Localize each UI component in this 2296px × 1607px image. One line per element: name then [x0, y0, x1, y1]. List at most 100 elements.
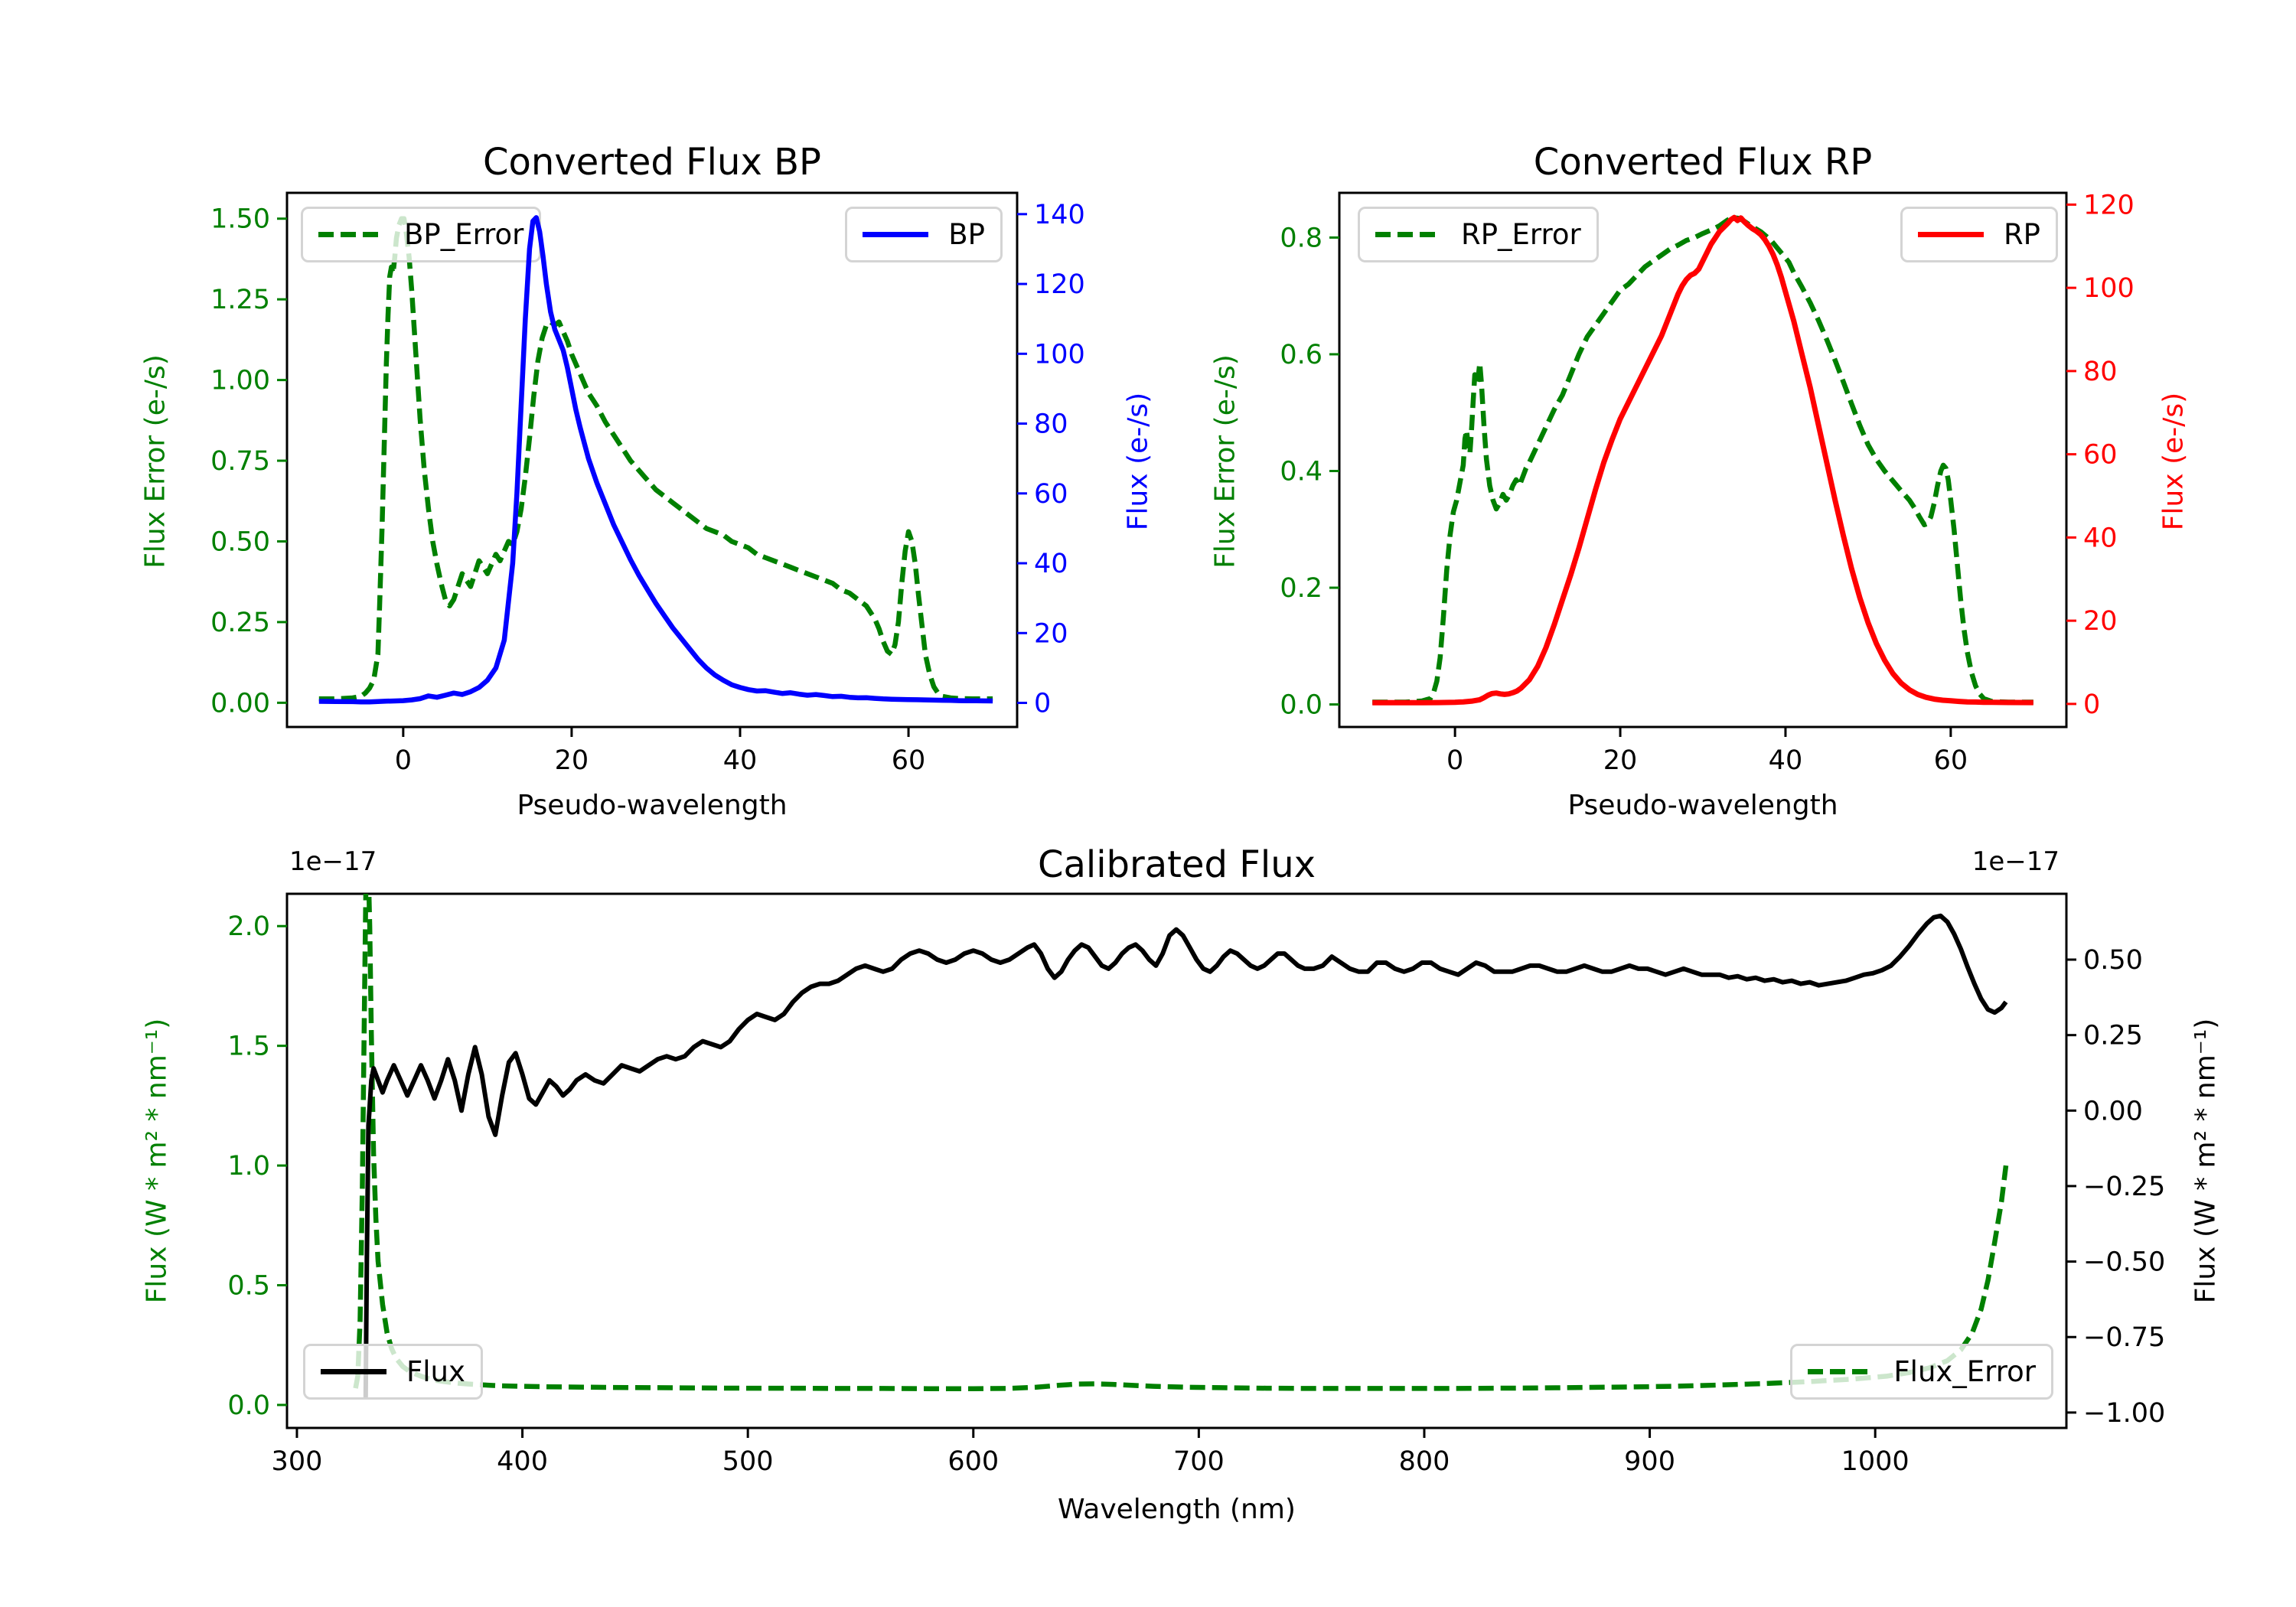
flux-error-legend: Flux_Error	[1790, 1344, 2053, 1400]
svg-text:40: 40	[1034, 549, 1068, 579]
svg-text:80: 80	[2083, 357, 2118, 387]
rp-axes-frame	[1338, 191, 2068, 729]
bp-curve	[318, 215, 993, 705]
cal-xaxis-ticks: 300 400 500 600 700 800 900 1000	[272, 1428, 1910, 1477]
svg-text:1.5: 1.5	[227, 1032, 270, 1062]
bp-chart-title: Converted Flux BP	[483, 141, 821, 184]
svg-text:800: 800	[1399, 1446, 1450, 1477]
svg-text:300: 300	[272, 1446, 323, 1477]
svg-text:0.25: 0.25	[210, 608, 270, 638]
svg-text:0.0: 0.0	[1280, 690, 1322, 721]
rp-legend-label: RP	[2003, 218, 2040, 251]
bp-axes-frame	[285, 191, 1019, 729]
rp-error-curve	[1372, 215, 2033, 705]
svg-text:0.25: 0.25	[2083, 1021, 2143, 1051]
svg-text:0.00: 0.00	[210, 688, 270, 719]
calibrated-right-axis-offset-text: 1e−17	[1971, 846, 2060, 877]
svg-text:40: 40	[723, 745, 758, 776]
svg-text:1.25: 1.25	[210, 285, 270, 315]
svg-text:0.5: 0.5	[227, 1271, 270, 1302]
bp-xaxis-label: Pseudo-wavelength	[517, 790, 788, 821]
flux-error-curve	[353, 894, 2009, 1391]
bp-legend: BP	[845, 207, 1003, 262]
svg-text:20: 20	[2083, 606, 2118, 637]
svg-text:20: 20	[555, 745, 589, 776]
svg-text:2.0: 2.0	[227, 911, 270, 942]
cal-yaxis-right-ticks: 0.50 0.25 0.00 −0.25 −0.50 −0.75 −1.00	[2066, 945, 2165, 1429]
svg-text:0.8: 0.8	[1280, 223, 1322, 253]
svg-text:0.4: 0.4	[1280, 456, 1322, 487]
svg-text:900: 900	[1624, 1446, 1675, 1477]
bp-error-legend: BP_Error	[301, 207, 542, 262]
svg-text:1.00: 1.00	[210, 366, 270, 396]
svg-text:500: 500	[722, 1446, 774, 1477]
svg-text:100: 100	[1034, 339, 1085, 370]
cal-yaxis-left-ticks: 0.0 0.5 1.0 1.5 2.0	[227, 911, 287, 1421]
rp-yaxis-left-ticks: 0.0 0.2 0.4 0.6 0.8	[1280, 223, 1339, 721]
bp-error-curve	[318, 216, 993, 702]
svg-text:40: 40	[1769, 745, 1803, 776]
svg-text:20: 20	[1034, 618, 1068, 649]
svg-text:1.50: 1.50	[210, 204, 270, 235]
bp-legend-label: BP	[948, 218, 985, 251]
svg-text:0: 0	[395, 745, 412, 776]
rp-legend-line-icon	[1917, 232, 1984, 237]
calibrated-yaxis-right-label: Flux (W * m² * nm⁻¹)	[2190, 1018, 2222, 1304]
svg-text:0.50: 0.50	[210, 526, 270, 557]
svg-text:0.0: 0.0	[227, 1390, 270, 1421]
rp-legend: RP	[1900, 207, 2058, 262]
svg-text:0.75: 0.75	[210, 446, 270, 477]
svg-text:1000: 1000	[1841, 1446, 1910, 1477]
bp-yaxis-left-label: Flux Error (e-/s)	[139, 354, 171, 569]
svg-text:60: 60	[1934, 745, 1968, 776]
rp-yaxis-right-ticks: 0 20 40 60 80 100 120	[2066, 190, 2135, 720]
flux-legend: Flux	[303, 1344, 483, 1400]
flux-legend-label: Flux	[406, 1355, 465, 1388]
calibrated-xaxis-label: Wavelength (nm)	[1058, 1494, 1296, 1525]
svg-text:140: 140	[1034, 200, 1085, 230]
svg-text:600: 600	[947, 1446, 999, 1477]
svg-text:−1.00: −1.00	[2083, 1398, 2165, 1429]
svg-text:0.50: 0.50	[2083, 945, 2143, 976]
svg-text:20: 20	[1603, 745, 1638, 776]
svg-text:0.6: 0.6	[1280, 340, 1322, 370]
svg-text:1.0: 1.0	[227, 1151, 270, 1182]
svg-text:120: 120	[2083, 190, 2135, 220]
svg-text:700: 700	[1173, 1446, 1225, 1477]
svg-text:0: 0	[2083, 689, 2100, 720]
svg-text:60: 60	[2083, 440, 2118, 471]
svg-text:0.2: 0.2	[1280, 573, 1322, 604]
bp-xaxis-ticks: 0 20 40 60	[395, 727, 926, 776]
svg-text:0: 0	[1034, 689, 1051, 719]
svg-text:−0.75: −0.75	[2083, 1322, 2165, 1353]
svg-text:0: 0	[1446, 745, 1463, 776]
rp-chart-title: Converted Flux RP	[1533, 141, 1873, 184]
bp-legend-line-icon	[863, 232, 929, 237]
svg-text:400: 400	[497, 1446, 548, 1477]
svg-text:60: 60	[892, 745, 926, 776]
flux-legend-line-icon	[321, 1369, 386, 1374]
rp-error-legend: RP_Error	[1358, 207, 1599, 262]
svg-text:0.00: 0.00	[2083, 1096, 2143, 1126]
svg-text:−0.25: −0.25	[2083, 1172, 2165, 1202]
calibrated-yaxis-left-label: Flux (W * m² * nm⁻¹)	[141, 1018, 173, 1304]
rp-xaxis-ticks: 0 20 40 60	[1446, 727, 1968, 776]
bp-yaxis-left-ticks: 0.00 0.25 0.50 0.75 1.00 1.25 1.50	[210, 204, 287, 719]
svg-text:60: 60	[1034, 479, 1068, 510]
flux-curve	[363, 913, 2008, 1398]
rp-curve	[1372, 214, 2033, 706]
rp-error-legend-line-icon	[1375, 232, 1441, 237]
bp-error-legend-line-icon	[318, 232, 384, 237]
bp-error-legend-label: BP_Error	[404, 218, 524, 251]
calibrated-chart-title: Calibrated Flux	[1037, 843, 1316, 886]
flux-error-legend-line-icon	[1808, 1369, 1874, 1374]
svg-text:120: 120	[1034, 269, 1085, 300]
rp-xaxis-label: Pseudo-wavelength	[1567, 790, 1838, 821]
svg-text:−0.50: −0.50	[2083, 1247, 2165, 1278]
bp-yaxis-right-ticks: 0 20 40 60 80 100 120 140	[1017, 200, 1085, 719]
svg-text:100: 100	[2083, 273, 2135, 304]
rp-yaxis-right-label: Flux (e-/s)	[2157, 392, 2190, 531]
svg-text:80: 80	[1034, 409, 1068, 440]
calibrated-left-axis-offset-text: 1e−17	[289, 846, 377, 877]
